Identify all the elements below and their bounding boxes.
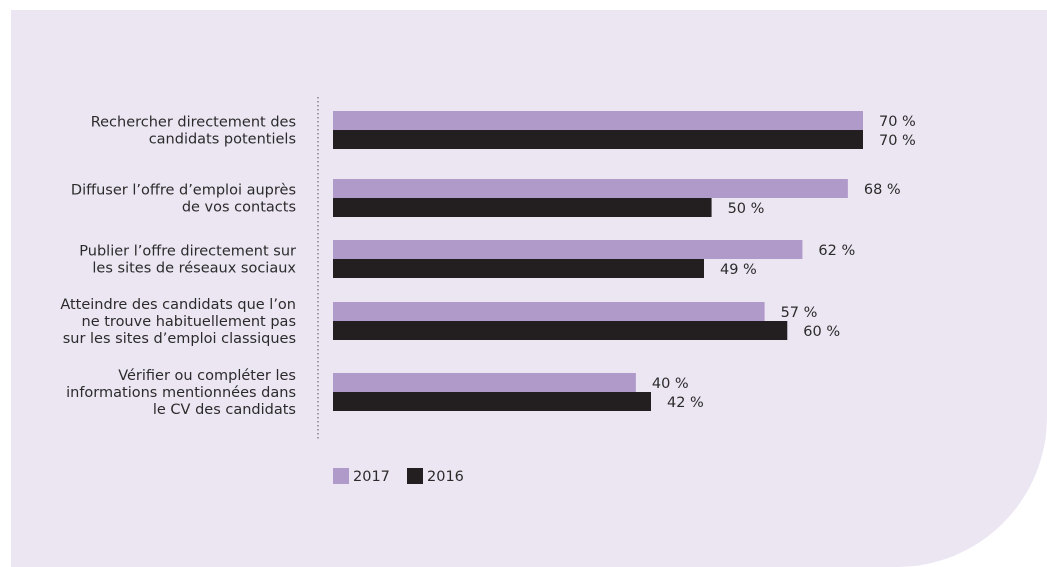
value-label-2016-3: 49 % [720,262,757,278]
bar-2016-2 [333,198,712,217]
category-label-1-line-1: Rechercher directement des [91,115,296,131]
legend-swatch-2017 [333,468,349,484]
bar-2016-4 [333,321,788,340]
category-label-3-line-1: Publier l’offre directement sur [79,244,296,260]
value-label-2017-4: 57 % [781,305,818,321]
value-label-2016-5: 42 % [667,395,704,411]
bar-2017-4 [333,302,765,321]
category-label-3-line-2: les sites de réseaux sociaux [92,261,296,277]
category-label-5-line-3: le CV des candidats [153,402,296,418]
value-label-2017-5: 40 % [652,376,689,392]
value-label-2017-3: 62 % [818,243,855,259]
bar-2017-5 [333,373,636,392]
category-label-5-line-1: Vérifier ou compléter les [118,368,296,384]
category-label-2-line-1: Diffuser l’offre d’emploi auprès [71,183,296,199]
category-label-2-line-2: de vos contacts [182,200,296,216]
bar-2017-2 [333,179,848,198]
category-label-4-line-2: ne trouve habituellement pas [82,314,296,330]
category-label-1-line-2: candidats potentiels [149,132,296,148]
category-label-4-line-1: Atteindre des candidats que l’on [60,297,296,313]
bar-2016-3 [333,259,704,278]
value-label-2016-4: 60 % [803,324,840,340]
bar-2017-3 [333,240,803,259]
category-label-4-line-3: sur les sites d’emploi classiques [63,331,296,347]
bar-2016-1 [333,130,863,149]
value-label-2017-1: 70 % [879,114,916,130]
value-label-2016-1: 70 % [879,133,916,149]
bar-2017-1 [333,111,863,130]
legend-label-2017: 2017 [353,469,390,485]
value-label-2017-2: 68 % [864,182,901,198]
category-label-5-line-2: informations mentionnées dans [66,385,296,401]
legend-swatch-2016 [407,468,423,484]
legend-label-2016: 2016 [427,469,464,485]
chart-background [11,10,1047,567]
value-label-2016-2: 50 % [728,201,765,217]
bar-2016-5 [333,392,651,411]
